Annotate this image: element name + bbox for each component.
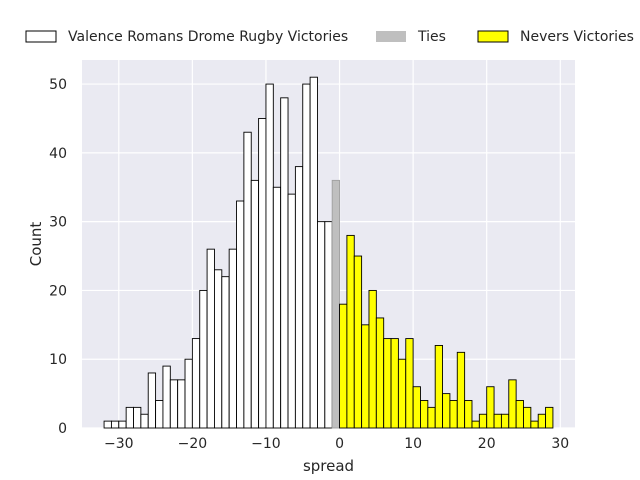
histogram-bar <box>353 255 363 429</box>
histogram-bar <box>486 386 495 429</box>
histogram-bar <box>272 186 282 429</box>
histogram-bar <box>287 193 296 429</box>
histogram-bar <box>508 379 517 429</box>
histogram-bar <box>309 76 318 429</box>
histogram-bar <box>331 179 340 429</box>
y-tick-label: 20 <box>49 283 67 299</box>
histogram-bar <box>162 365 171 429</box>
y-tick-label: 30 <box>49 215 67 231</box>
y-axis-label: Count <box>27 222 45 267</box>
legend-label: Valence Romans Drome Rugby Victories <box>68 29 348 45</box>
histogram-bar <box>221 276 230 429</box>
histogram-bar <box>339 303 348 429</box>
x-tick-label: 0 <box>335 436 344 452</box>
y-axis-ticks: 0 10 20 30 40 50 <box>49 77 67 437</box>
histogram-bar <box>537 413 547 429</box>
legend-swatch <box>25 30 57 43</box>
x-tick-label: 10 <box>404 436 422 452</box>
histogram-bar <box>412 386 421 429</box>
histogram-bar <box>258 118 267 429</box>
legend: Valence Romans Drome Rugby Victories Ties… <box>25 29 634 45</box>
histogram-bar <box>169 379 179 429</box>
histogram-bar <box>324 221 333 429</box>
histogram-bar <box>265 83 274 429</box>
histogram-bar <box>110 420 120 429</box>
legend-swatch <box>376 31 406 42</box>
histogram-bar <box>317 221 326 429</box>
histogram-bar <box>368 289 377 429</box>
histogram-bar <box>478 413 488 429</box>
y-tick-label: 40 <box>49 146 67 162</box>
histogram-bar <box>140 413 149 429</box>
histogram-bar <box>427 406 436 429</box>
histogram-bar <box>405 338 414 429</box>
x-axis-label: spread <box>303 457 354 475</box>
histogram-bar <box>383 338 392 429</box>
histogram-bar <box>523 406 532 429</box>
histogram-bar <box>199 289 208 429</box>
x-tick-label: −10 <box>251 436 281 452</box>
histogram-bar <box>434 345 444 429</box>
histogram-bar <box>493 413 502 429</box>
histogram-bar <box>456 351 466 429</box>
histogram-bar <box>177 379 186 429</box>
x-tick-label: 20 <box>478 436 496 452</box>
histogram-bar <box>302 83 311 429</box>
x-tick-label: −20 <box>178 436 208 452</box>
histogram-bar <box>184 358 193 429</box>
histogram-bar <box>125 406 134 429</box>
histogram-bar <box>420 400 429 429</box>
histogram-bar <box>530 420 539 429</box>
histogram-bar <box>155 400 164 429</box>
histogram-bar <box>500 413 510 429</box>
histogram-bar <box>294 166 304 429</box>
histogram-bar <box>397 358 407 429</box>
histogram-bar <box>213 269 223 429</box>
histogram-bar <box>206 248 215 429</box>
histogram-bar <box>228 248 237 429</box>
histogram-bar <box>545 406 554 429</box>
y-tick-label: 10 <box>49 352 67 368</box>
y-tick-label: 0 <box>58 421 67 437</box>
histogram-bar <box>515 400 524 429</box>
histogram-bar <box>471 420 480 429</box>
histogram-bar <box>103 420 112 429</box>
histogram-bar <box>133 406 142 429</box>
histogram-bar <box>250 179 260 429</box>
legend-label: Ties <box>417 29 446 45</box>
histogram-bar <box>346 234 355 429</box>
histogram-bar <box>236 200 245 429</box>
histogram-bar <box>464 400 473 429</box>
histogram-bar <box>243 131 252 429</box>
histogram-bar <box>361 324 370 429</box>
histogram-bar <box>191 338 201 429</box>
histogram-bar <box>375 317 385 429</box>
histogram-bar <box>118 420 127 429</box>
histogram-bar <box>390 338 399 429</box>
histogram-bar <box>147 372 157 429</box>
x-tick-label: −30 <box>104 436 134 452</box>
histogram-bar <box>449 400 458 429</box>
x-axis-ticks: −30 −20 −10 0 10 20 30 <box>104 436 569 452</box>
histogram-bar <box>442 393 451 429</box>
y-tick-label: 50 <box>49 77 67 93</box>
legend-label: Nevers Victories <box>520 29 634 45</box>
histogram-bar <box>280 97 289 429</box>
legend-swatch <box>477 30 509 43</box>
x-tick-label: 30 <box>551 436 569 452</box>
bars <box>103 76 554 429</box>
